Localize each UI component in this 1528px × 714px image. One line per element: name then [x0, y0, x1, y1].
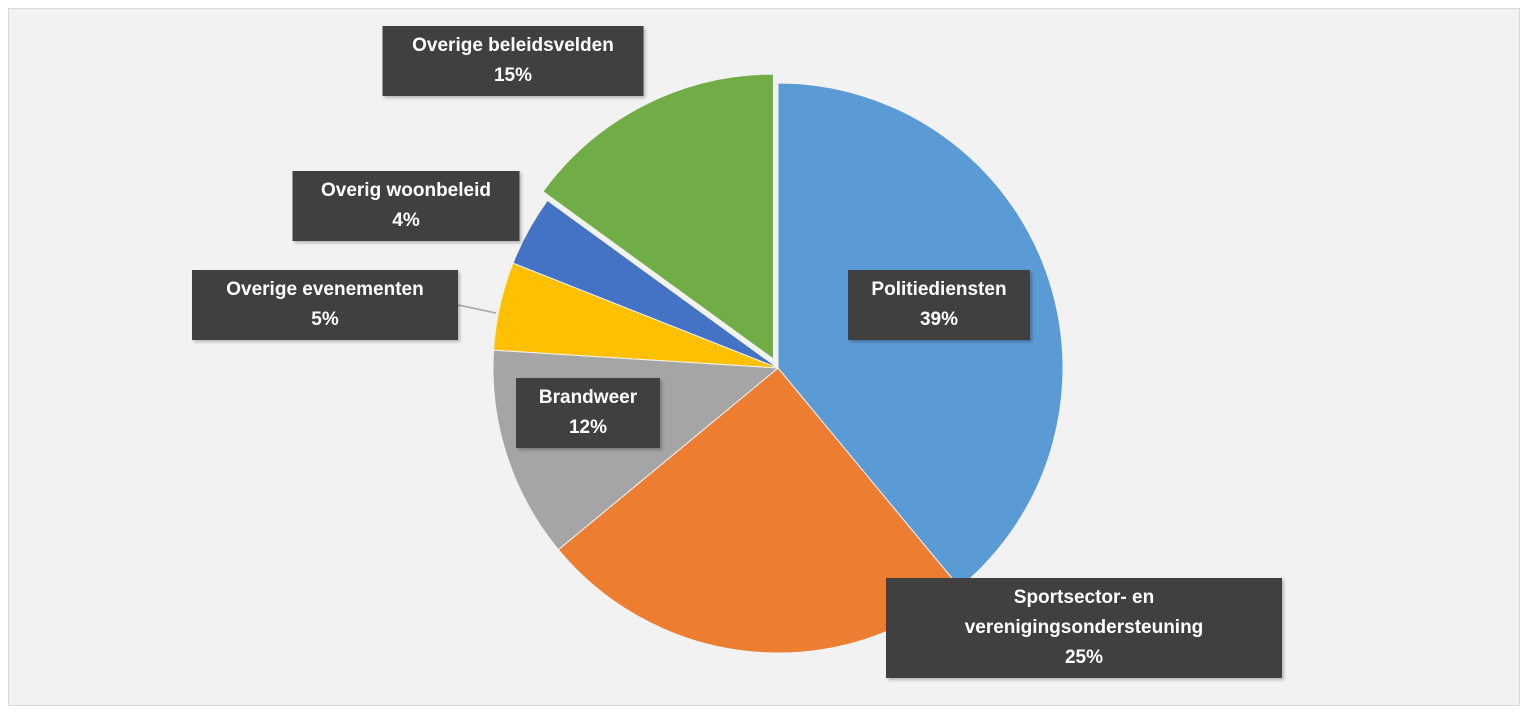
- leader-line: [457, 304, 497, 314]
- value-label: 12%: [568, 417, 608, 438]
- value-label: 15%: [493, 65, 533, 86]
- data-label: Overige beleidsvelden 15%: [382, 26, 644, 96]
- category-label: Overige evenementen: [226, 279, 424, 300]
- data-label: Sportsector- en verenigingsondersteuning…: [886, 578, 1282, 678]
- value-label: 25%: [1064, 647, 1104, 668]
- data-label: Overige evenementen 5%: [192, 270, 458, 340]
- pie-slice: [542, 73, 774, 361]
- category-label: Overig woonbeleid: [321, 180, 491, 201]
- data-label: Overig woonbeleid 4%: [292, 171, 520, 241]
- pie-slice: [512, 199, 779, 369]
- category-label: Politiediensten: [871, 279, 1007, 300]
- value-label: 5%: [311, 309, 339, 330]
- category-label: Overige beleidsvelden: [412, 35, 614, 56]
- value-label: 39%: [919, 309, 959, 330]
- category-label: Brandweer: [538, 387, 638, 408]
- data-label: Politiediensten 39%: [848, 270, 1030, 340]
- category-label: Sportsector- en verenigingsondersteuning: [964, 587, 1204, 638]
- value-label: 4%: [392, 210, 420, 231]
- data-label: Brandweer 12%: [516, 378, 660, 448]
